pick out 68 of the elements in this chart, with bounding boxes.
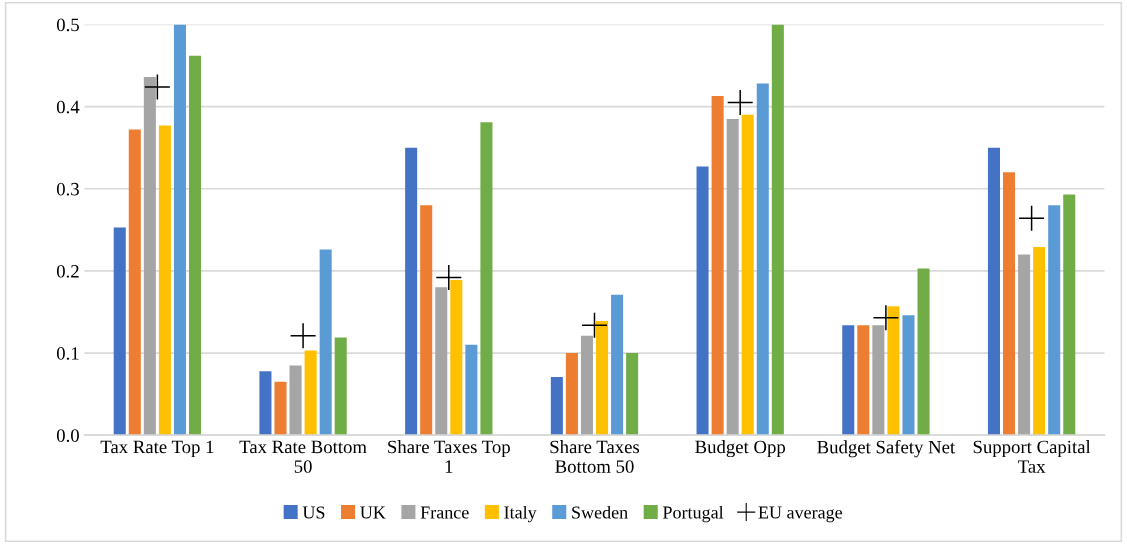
bar <box>842 325 855 436</box>
x-tick-label: Share Taxes Top 1 <box>388 440 510 473</box>
bar <box>304 350 317 436</box>
bar <box>173 24 186 436</box>
bar <box>334 337 347 436</box>
bar <box>917 268 930 436</box>
point <box>581 312 607 338</box>
bar <box>450 279 463 436</box>
bar <box>987 147 1000 436</box>
bar <box>128 129 141 436</box>
bar <box>902 315 915 436</box>
y-tick-label: 0.4 <box>56 100 80 114</box>
bar <box>405 147 418 436</box>
bar <box>1018 254 1031 436</box>
bar <box>711 95 724 436</box>
bar <box>872 325 885 436</box>
bar <box>435 287 448 436</box>
point <box>727 90 753 116</box>
x-tick-label: Tax Rate Bottom 50 <box>239 440 367 473</box>
bar <box>189 55 202 436</box>
legend-label: US <box>302 506 325 519</box>
bar <box>1063 194 1076 436</box>
bar <box>465 344 478 436</box>
bar <box>741 114 754 436</box>
bar <box>771 24 784 436</box>
bar <box>319 249 332 436</box>
x-tick-label: Budget Safety Net <box>817 440 956 458</box>
point <box>873 305 899 331</box>
bar <box>696 166 709 436</box>
y-tick-label: 0.5 <box>56 18 79 32</box>
bar <box>1033 247 1046 436</box>
bar <box>726 118 739 436</box>
bar <box>756 83 769 436</box>
legend-label: Sweden <box>572 505 628 519</box>
y-tick-label: 0.1 <box>56 347 79 360</box>
bar <box>611 294 624 436</box>
x-tick-label: Budget Opp <box>695 440 786 458</box>
legend-label: EU average <box>758 506 843 523</box>
bar <box>1048 205 1061 436</box>
bar <box>420 205 433 436</box>
bar <box>158 125 171 436</box>
legend-label: Italy <box>504 505 537 523</box>
bar <box>143 77 156 436</box>
x-tick-label: Tax Rate Top 1 <box>100 440 214 458</box>
bar <box>626 353 639 436</box>
bar <box>580 335 593 436</box>
bar <box>1003 172 1016 436</box>
point <box>144 74 170 100</box>
y-tick-label: 0.3 <box>56 182 79 196</box>
bar <box>480 122 493 436</box>
point <box>290 323 316 349</box>
bar <box>259 371 272 436</box>
bar <box>857 325 870 436</box>
bar <box>596 321 609 436</box>
legend-label: Portugal <box>662 505 724 523</box>
y-tick-label: 0.0 <box>56 429 79 442</box>
x-tick-label: Share Taxes Bottom 50 <box>550 440 640 473</box>
bar <box>274 381 287 436</box>
legend-label: France <box>420 506 469 519</box>
bar <box>289 365 302 436</box>
bar <box>550 376 563 436</box>
legend-label: UK <box>360 506 386 519</box>
x-tick-label: Support Capital Tax <box>973 440 1091 473</box>
point <box>436 264 462 290</box>
bar <box>565 353 578 436</box>
bar <box>113 227 126 436</box>
y-tick-label: 0.2 <box>56 264 79 278</box>
bar <box>887 306 900 436</box>
